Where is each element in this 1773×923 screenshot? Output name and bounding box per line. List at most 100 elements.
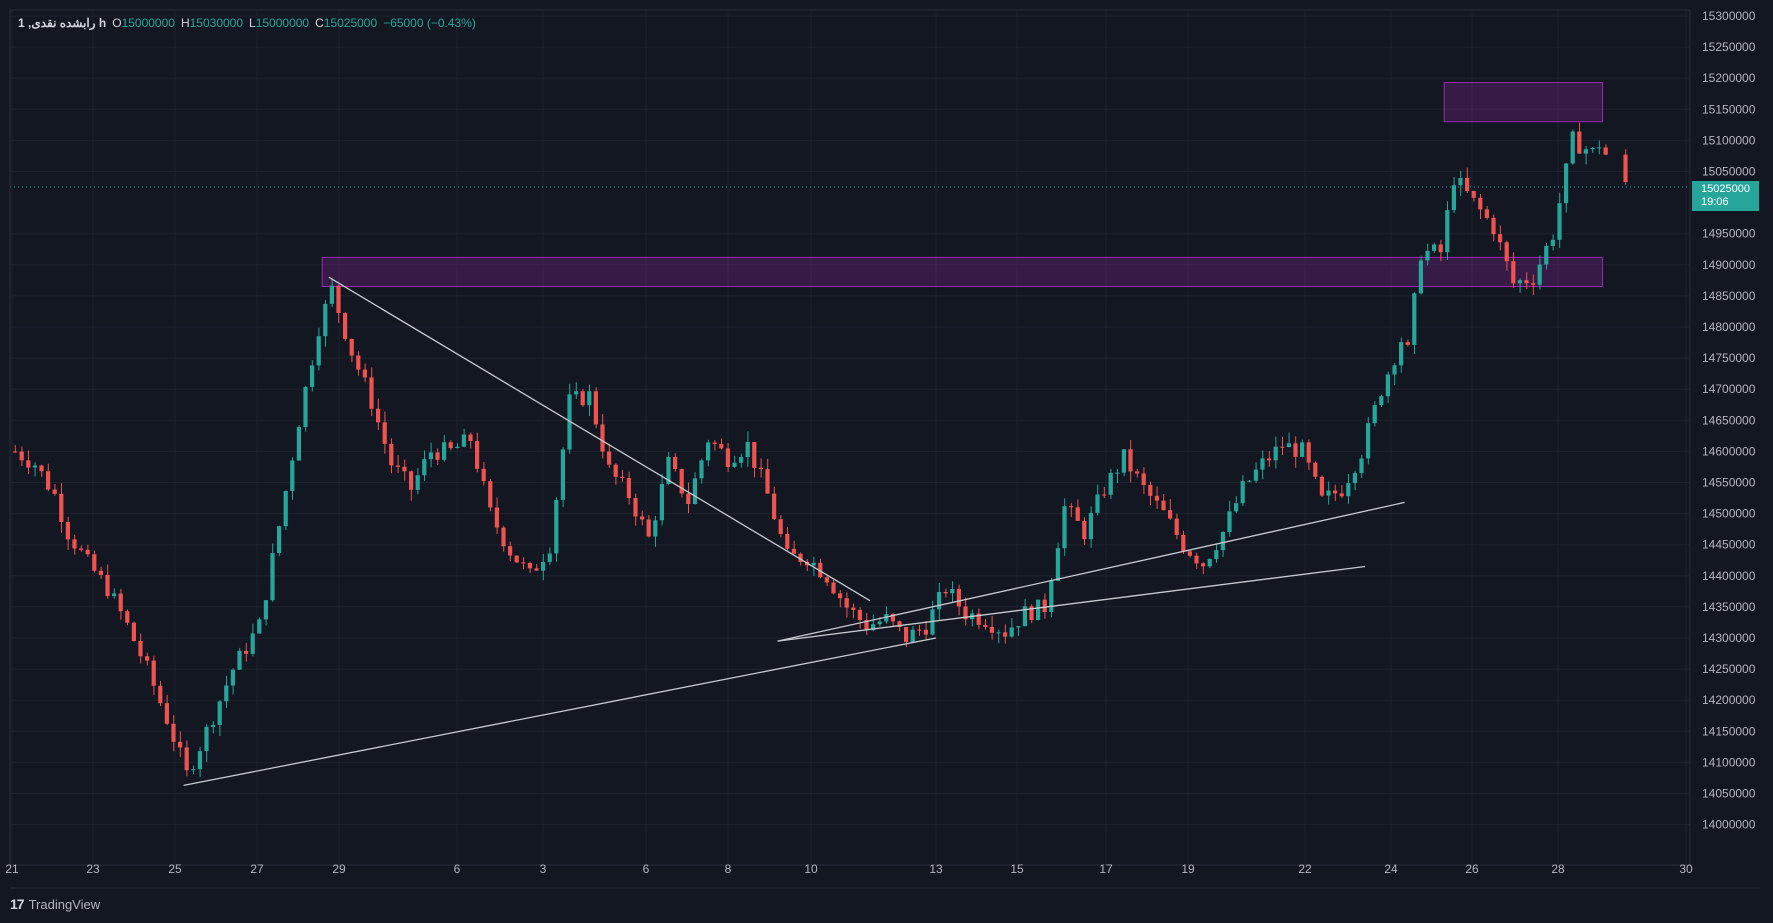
tradingview-logo-icon: 17 bbox=[10, 896, 25, 912]
candle-body bbox=[1055, 548, 1060, 581]
x-tick-label: 13 bbox=[929, 862, 943, 876]
candle-body bbox=[501, 527, 506, 547]
x-tick-label: 30 bbox=[1679, 862, 1693, 876]
y-tick-label: 14750000 bbox=[1702, 351, 1756, 365]
candle-body bbox=[211, 724, 216, 727]
x-tick-label: 17 bbox=[1099, 862, 1113, 876]
candle-body bbox=[164, 703, 169, 724]
candle-body bbox=[745, 441, 750, 458]
candle-body bbox=[1115, 472, 1120, 474]
candle-body bbox=[1220, 532, 1225, 551]
candle-body bbox=[1623, 154, 1628, 183]
candle-body bbox=[1273, 446, 1278, 461]
candle-body bbox=[725, 448, 730, 467]
candle-body bbox=[329, 285, 334, 304]
candle-body bbox=[494, 507, 499, 528]
y-tick-label: 15250000 bbox=[1702, 40, 1756, 54]
candle-body bbox=[1148, 484, 1153, 496]
candle-body bbox=[1432, 244, 1437, 251]
candle-body bbox=[1049, 580, 1054, 613]
y-tick-label: 14900000 bbox=[1702, 258, 1756, 272]
x-tick-label: 6 bbox=[643, 862, 650, 876]
trendlines bbox=[183, 276, 1405, 787]
x-tick-label: 8 bbox=[725, 862, 732, 876]
axes: 15300000 15250000 15200000 15150000 15100000… bbox=[5, 9, 1760, 889]
candle-body bbox=[257, 619, 262, 634]
change-value: −65000 (−0.43%) bbox=[383, 16, 476, 30]
candle-body bbox=[1445, 210, 1450, 253]
candle-body bbox=[369, 377, 374, 409]
candle-body bbox=[1425, 250, 1430, 261]
candle-body bbox=[1174, 518, 1179, 535]
candle-body bbox=[145, 656, 150, 661]
candle-body bbox=[508, 546, 513, 556]
candle-body bbox=[653, 520, 658, 537]
candle-body bbox=[1557, 203, 1562, 240]
candle-body bbox=[376, 408, 381, 423]
candle-body bbox=[864, 619, 869, 631]
candle-body bbox=[1544, 245, 1549, 265]
candle-body bbox=[356, 355, 361, 370]
y-tick-label: 14450000 bbox=[1702, 538, 1756, 552]
candle-body bbox=[448, 442, 453, 449]
candle-body bbox=[699, 460, 704, 479]
candle-body bbox=[1504, 242, 1509, 262]
candle-body bbox=[72, 539, 77, 549]
candle-body bbox=[785, 533, 790, 549]
candle-body bbox=[791, 548, 796, 554]
candle-body bbox=[1339, 493, 1344, 497]
candle-body bbox=[923, 629, 928, 635]
candle-body bbox=[316, 336, 321, 366]
candle-body bbox=[1240, 481, 1245, 504]
candle-body bbox=[428, 452, 433, 460]
low-value: 15000000 bbox=[255, 16, 310, 30]
candle-body bbox=[1253, 469, 1258, 481]
candle-body bbox=[613, 464, 618, 477]
candle-body bbox=[1478, 197, 1483, 210]
candle-body bbox=[811, 562, 816, 566]
candle-body bbox=[527, 562, 532, 569]
y-tick-label: 14350000 bbox=[1702, 600, 1756, 614]
high-label: H bbox=[180, 16, 190, 30]
candle-body bbox=[59, 493, 64, 522]
candle-body bbox=[712, 442, 717, 444]
candle-body bbox=[1451, 185, 1456, 211]
candle-body bbox=[1517, 280, 1522, 284]
candle-body bbox=[1135, 471, 1140, 474]
candle-body bbox=[1003, 632, 1008, 637]
candle-body bbox=[151, 660, 156, 686]
candle-body bbox=[1102, 494, 1107, 496]
x-tick-label: 26 bbox=[1465, 862, 1479, 876]
candle-body bbox=[1346, 483, 1351, 497]
x-tick-label: 6 bbox=[454, 862, 461, 876]
candle-body bbox=[1029, 606, 1034, 621]
candle-body bbox=[666, 457, 671, 484]
y-tick-label: 15300000 bbox=[1702, 9, 1756, 23]
supply-zone bbox=[321, 256, 1604, 288]
candle-body bbox=[1187, 551, 1192, 556]
candle-body bbox=[1075, 507, 1080, 521]
candle-body bbox=[244, 650, 249, 654]
candle-body bbox=[890, 614, 895, 622]
candle-body bbox=[600, 424, 605, 452]
ohlc-legend: 1 ,رابشده نقدی h O 15000000 H 15030000 L 15… bbox=[18, 16, 476, 30]
candle-body bbox=[659, 483, 664, 521]
candle-body bbox=[105, 574, 110, 597]
candle-body bbox=[237, 650, 242, 670]
candle-body bbox=[435, 452, 440, 460]
candle-body bbox=[1194, 555, 1199, 564]
x-tick-label: 24 bbox=[1384, 862, 1398, 876]
candle-body bbox=[112, 593, 117, 597]
candle-body bbox=[1280, 446, 1285, 448]
open-label: O bbox=[112, 16, 122, 30]
tradingview-brand[interactable]: 17 TradingView bbox=[10, 896, 100, 912]
y-tick-label: 14050000 bbox=[1702, 787, 1756, 801]
candle-body bbox=[310, 365, 315, 387]
candle-body bbox=[1399, 342, 1404, 366]
candle-body bbox=[224, 685, 229, 702]
y-tick-label: 14850000 bbox=[1702, 289, 1756, 303]
candle-body bbox=[1438, 244, 1443, 253]
y-tick-label: 14950000 bbox=[1702, 227, 1756, 241]
